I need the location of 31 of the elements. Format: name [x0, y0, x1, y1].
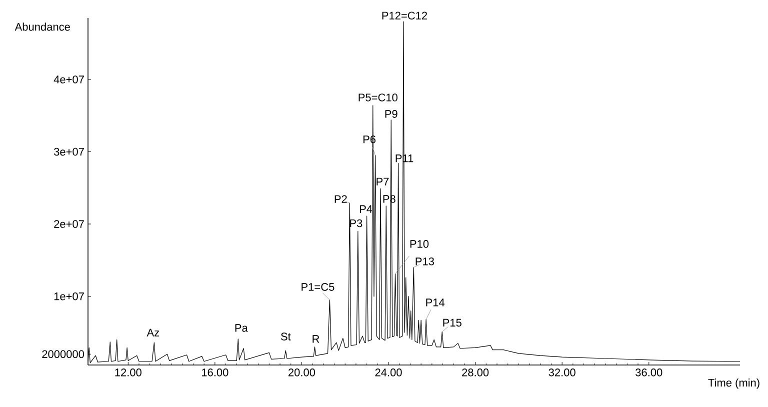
y-axis-title: Abundance — [14, 22, 70, 31]
annotation: Az — [146, 328, 160, 336]
annotation: P9 — [385, 110, 398, 118]
annotation: P12=C12 — [382, 12, 428, 20]
annotation: P7 — [376, 178, 389, 186]
annotation: P15 — [443, 318, 462, 327]
y-tick-label: 2000000 — [42, 350, 84, 358]
x-tick-label: 36.00 — [636, 368, 662, 376]
y-tick-label: 3e+07 — [54, 148, 84, 156]
annotation: St — [280, 332, 291, 340]
x-tick-label: 28.00 — [462, 368, 489, 376]
x-tick-label: 12.00 — [115, 368, 142, 376]
annotation: P4 — [360, 205, 372, 213]
annotation: P13 — [416, 258, 434, 266]
annotation: P3 — [350, 219, 362, 228]
x-axis-title: Time (min) — [708, 378, 760, 389]
annotation: P10 — [410, 240, 429, 248]
x-tick-label: 32.00 — [548, 368, 576, 376]
annotation: P1=C5 — [302, 283, 334, 291]
annotation: P14 — [426, 298, 444, 306]
annotation: P2 — [334, 195, 347, 203]
x-tick-label: 16.00 — [202, 368, 228, 376]
line-series — [88, 21, 740, 364]
annotation: R — [312, 335, 320, 343]
y-tick-label: 4e+07 — [54, 76, 84, 84]
x-tick-label: 20.00 — [288, 368, 316, 376]
x-tick-label: 24.00 — [375, 368, 402, 376]
annotation: P5=C10 — [358, 94, 398, 102]
y-tick-label: 1e+07 — [54, 292, 84, 300]
annotation: Pa — [235, 324, 248, 332]
y-tick-label: 2e+07 — [54, 220, 84, 228]
